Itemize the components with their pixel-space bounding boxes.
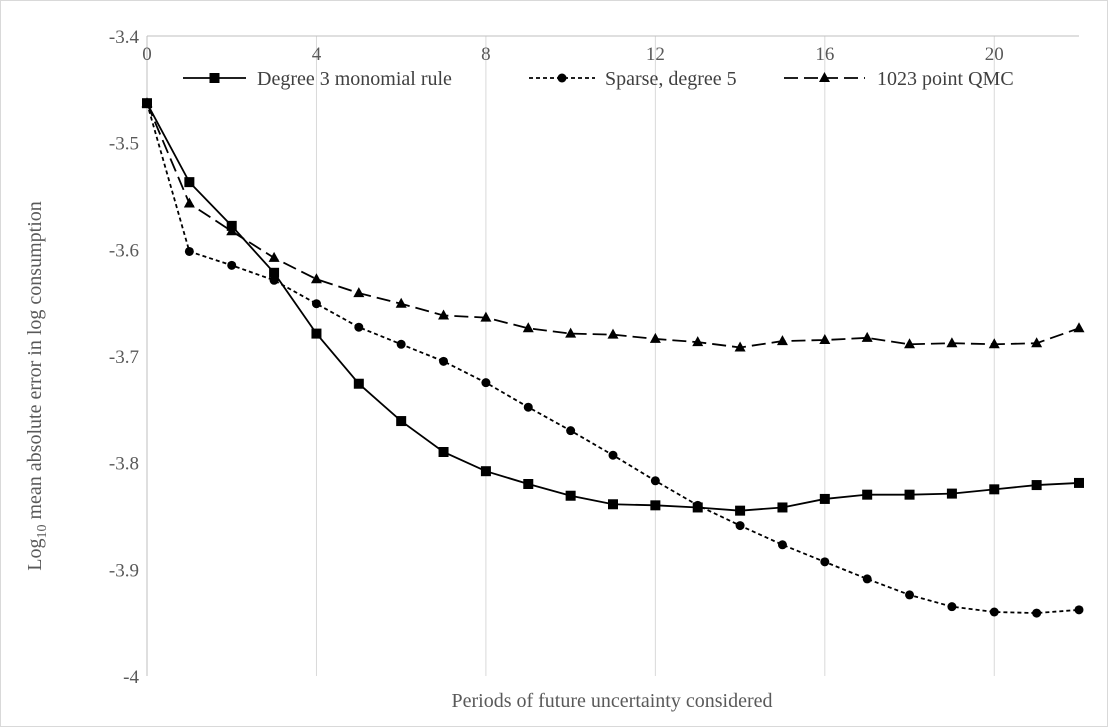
series-group [142, 97, 1085, 617]
data-point-0 [439, 447, 449, 457]
y-tick-label: -3.7 [109, 347, 139, 368]
x-tick-label: 20 [985, 44, 1004, 65]
data-point-1 [905, 590, 914, 599]
data-point-0 [777, 502, 787, 512]
data-point-0 [862, 490, 872, 500]
legend-item-0: Degree 3 monomial rule [183, 68, 452, 90]
x-tick-labels: 0 4 8 12 16 20 [142, 44, 1004, 65]
data-point-2 [989, 338, 1000, 348]
x-tick-label: 0 [142, 44, 152, 65]
x-axis-label: Periods of future uncertainty considered [451, 690, 772, 712]
y-tick-label: -3.6 [109, 240, 139, 261]
legend: Degree 3 monomial rule Sparse, degree 5 10… [183, 68, 1014, 90]
data-point-0 [481, 466, 491, 476]
data-point-1 [566, 426, 575, 435]
data-point-0 [184, 177, 194, 187]
axes [147, 36, 1079, 676]
legend-item-1: Sparse, degree 5 [529, 68, 737, 90]
data-point-0 [735, 506, 745, 516]
data-point-1 [270, 276, 279, 285]
data-point-1 [778, 540, 787, 549]
data-point-2 [862, 332, 873, 342]
data-point-0 [1074, 478, 1084, 488]
series-line-2 [147, 103, 1079, 347]
y-tick-label: -3.5 [109, 134, 139, 155]
grid-lines [316, 36, 994, 676]
data-point-2 [946, 337, 957, 347]
y-axis-label-prefix: Log [24, 539, 46, 571]
x-tick-label: 12 [646, 44, 665, 65]
data-point-0 [608, 499, 618, 509]
legend-label-1: Sparse, degree 5 [605, 68, 737, 90]
y-tick-label: -3.4 [109, 27, 140, 48]
data-point-1 [820, 557, 829, 566]
data-point-0 [947, 489, 957, 499]
data-point-0 [650, 500, 660, 510]
data-point-1 [651, 476, 660, 485]
legend-item-2: 1023 point QMC [784, 68, 1014, 90]
series-line-1 [147, 103, 1079, 613]
data-point-1 [693, 501, 702, 510]
y-axis-label-subscript: 10 [35, 525, 50, 539]
data-point-0 [566, 491, 576, 501]
legend-label-0: Degree 3 monomial rule [257, 68, 452, 90]
y-tick-label: -3.8 [109, 454, 139, 475]
data-point-1 [863, 574, 872, 583]
data-point-1 [439, 357, 448, 366]
y-tick-labels: -3.4 -3.5 -3.6 -3.7 -3.8 -3.9 -4 [109, 27, 140, 688]
data-point-1 [481, 378, 490, 387]
y-axis-label: Log10 mean absolute error in log consump… [24, 201, 50, 570]
data-point-1 [990, 608, 999, 617]
data-point-2 [777, 335, 788, 345]
data-point-2 [904, 338, 915, 348]
data-point-2 [269, 252, 280, 262]
data-point-0 [396, 416, 406, 426]
data-point-1 [947, 602, 956, 611]
legend-marker-2 [819, 72, 830, 82]
data-point-1 [185, 247, 194, 256]
data-point-2 [353, 287, 364, 297]
data-point-1 [1032, 609, 1041, 618]
x-tick-label: 4 [312, 44, 322, 65]
series-2 [142, 97, 1085, 351]
legend-marker-0 [210, 73, 220, 83]
data-point-1 [1075, 605, 1084, 614]
data-point-1 [354, 323, 363, 332]
data-point-2 [184, 197, 195, 207]
data-point-0 [905, 490, 915, 500]
data-point-2 [650, 333, 661, 343]
data-point-1 [524, 403, 533, 412]
y-tick-label: -4 [123, 667, 139, 688]
data-point-1 [736, 521, 745, 530]
data-point-2 [1074, 322, 1085, 332]
data-point-0 [1032, 480, 1042, 490]
data-point-2 [608, 329, 619, 339]
y-tick-label: -3.9 [109, 560, 139, 581]
y-axis-label-rest: mean absolute error in log consumption [24, 201, 46, 524]
legend-label-2: 1023 point QMC [877, 68, 1014, 90]
data-point-0 [989, 484, 999, 494]
data-point-2 [819, 334, 830, 344]
data-point-1 [227, 261, 236, 270]
series-line-0 [147, 103, 1079, 510]
data-point-0 [311, 329, 321, 339]
data-point-1 [312, 299, 321, 308]
data-point-0 [523, 479, 533, 489]
legend-marker-1 [558, 74, 567, 83]
data-point-1 [397, 340, 406, 349]
x-tick-label: 16 [815, 44, 834, 65]
data-point-1 [609, 451, 618, 460]
data-point-0 [820, 494, 830, 504]
series-1 [143, 99, 1084, 618]
data-point-0 [354, 379, 364, 389]
data-point-2 [565, 328, 576, 338]
x-tick-label: 8 [481, 44, 491, 65]
